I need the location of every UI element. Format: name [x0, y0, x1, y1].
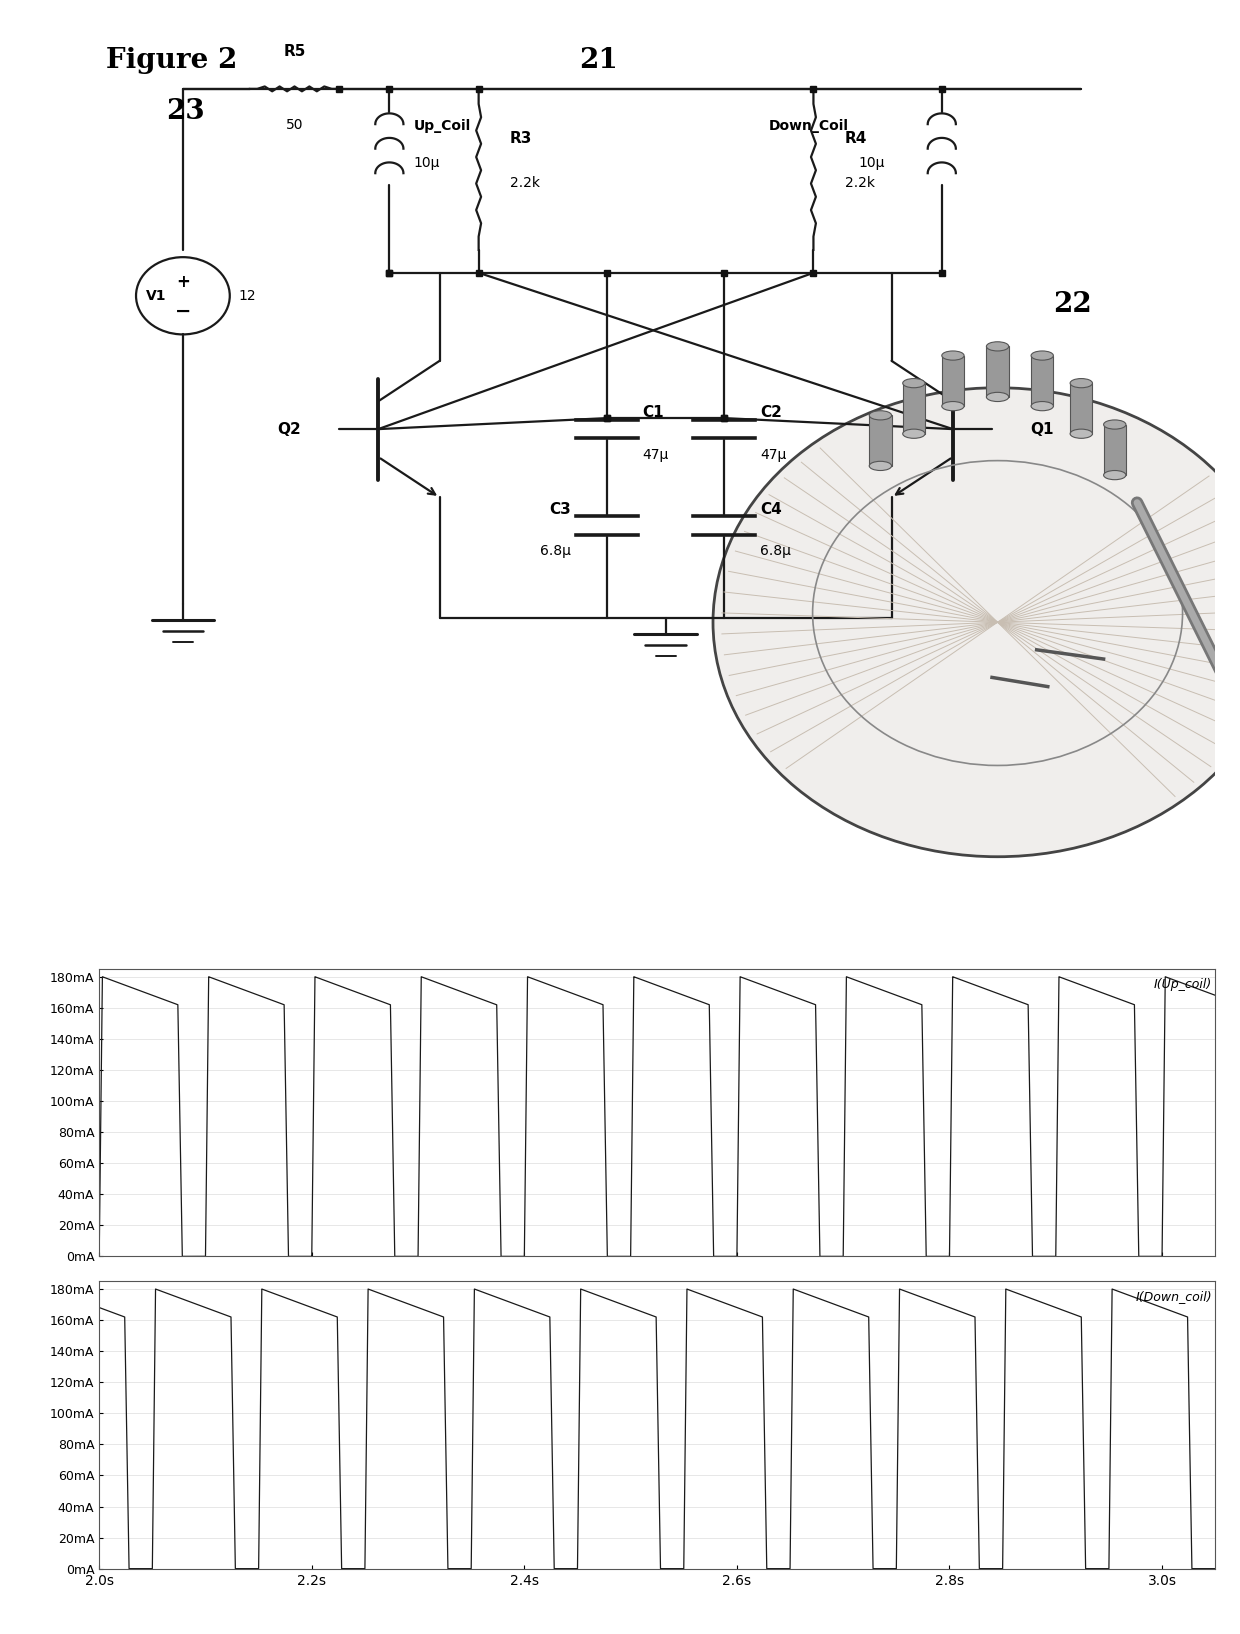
Ellipse shape	[942, 402, 965, 410]
FancyBboxPatch shape	[987, 346, 1009, 397]
Ellipse shape	[903, 430, 925, 438]
FancyBboxPatch shape	[1030, 356, 1053, 407]
Text: 6.8μ: 6.8μ	[541, 544, 572, 559]
Text: 21: 21	[579, 47, 618, 75]
Text: 47μ: 47μ	[642, 448, 668, 462]
Ellipse shape	[942, 351, 965, 359]
Text: C4: C4	[760, 502, 781, 516]
Text: 50: 50	[285, 118, 304, 132]
Text: 6.8μ: 6.8μ	[760, 544, 791, 559]
FancyBboxPatch shape	[942, 356, 965, 407]
Ellipse shape	[1070, 379, 1092, 387]
Ellipse shape	[1104, 420, 1126, 430]
Ellipse shape	[869, 461, 892, 471]
Ellipse shape	[987, 392, 1009, 402]
Ellipse shape	[1070, 430, 1092, 438]
Ellipse shape	[869, 410, 892, 420]
Text: Q2: Q2	[277, 422, 301, 436]
FancyBboxPatch shape	[1070, 382, 1092, 433]
Text: Figure 2: Figure 2	[105, 47, 237, 75]
Text: 10μ: 10μ	[858, 155, 884, 170]
Text: 22: 22	[1054, 291, 1092, 319]
Text: 47μ: 47μ	[760, 448, 786, 462]
FancyBboxPatch shape	[869, 415, 892, 466]
Text: 10μ: 10μ	[414, 155, 440, 170]
Text: C3: C3	[549, 502, 572, 516]
Text: +: +	[176, 273, 190, 291]
Text: 2.2k: 2.2k	[510, 176, 539, 190]
Ellipse shape	[903, 379, 925, 387]
Text: 23: 23	[166, 98, 205, 126]
Text: Down_Coil: Down_Coil	[769, 119, 849, 134]
Text: C1: C1	[642, 405, 665, 420]
Text: 12: 12	[238, 289, 257, 302]
FancyBboxPatch shape	[1104, 425, 1126, 475]
Text: R3: R3	[510, 131, 532, 145]
Text: R4: R4	[844, 131, 867, 145]
Text: R5: R5	[283, 44, 306, 59]
Text: Up_Coil: Up_Coil	[414, 119, 471, 134]
Circle shape	[713, 387, 1240, 856]
Text: V1: V1	[145, 289, 166, 302]
Text: 2.2k: 2.2k	[844, 176, 874, 190]
Ellipse shape	[1030, 351, 1054, 359]
Ellipse shape	[987, 342, 1009, 351]
Text: I(Down_coil): I(Down_coil)	[1136, 1289, 1211, 1302]
FancyBboxPatch shape	[903, 382, 925, 433]
Ellipse shape	[1104, 471, 1126, 480]
Text: −: −	[175, 302, 191, 320]
Ellipse shape	[1030, 402, 1054, 410]
Text: I(Up_coil): I(Up_coil)	[1153, 977, 1211, 990]
Text: C2: C2	[760, 405, 781, 420]
Text: Q1: Q1	[1030, 422, 1054, 436]
